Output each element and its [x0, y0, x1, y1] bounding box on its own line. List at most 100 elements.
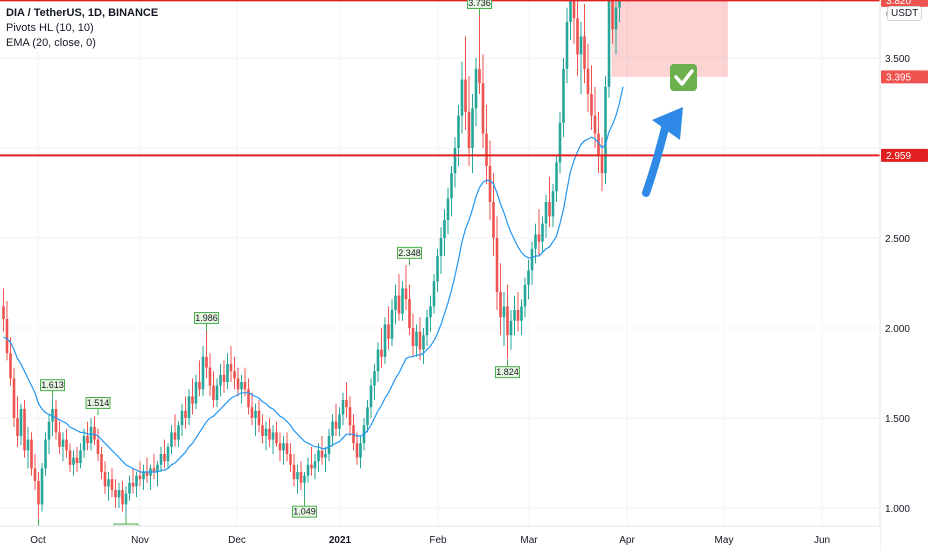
candle-body [257, 410, 261, 426]
candle-body [334, 421, 338, 429]
price-scale-area [880, 0, 932, 550]
candle-body [37, 481, 40, 505]
candle-body [492, 202, 495, 238]
candle-body [509, 320, 513, 336]
pivot-label: 2.348 [398, 248, 421, 258]
candle-body [506, 306, 509, 336]
target-arrow[interactable] [642, 64, 697, 197]
price-label-bg [881, 0, 928, 7]
candle-body [520, 306, 523, 321]
candle-body [75, 457, 79, 463]
candle-body [264, 428, 268, 436]
pivot-label-box [467, 0, 492, 10]
grid [0, 0, 880, 526]
candle-body [429, 306, 432, 318]
symbol-title[interactable]: DIA / TetherUS, 1D, BINANCE [6, 7, 159, 19]
candle-body [285, 443, 289, 454]
pivot-label: 1.613 [41, 380, 64, 390]
candle-body [320, 450, 324, 458]
candle-body [208, 367, 212, 386]
check-icon [674, 69, 694, 86]
candle-body [191, 396, 194, 404]
ema-line-layer [3, 86, 624, 473]
candle-body [103, 472, 107, 487]
horizontal-levels[interactable] [0, 0, 880, 157]
candle-body [16, 418, 19, 436]
candle-body [527, 270, 530, 285]
ema-line [3, 86, 624, 473]
check-badge [670, 64, 697, 91]
candle-body [86, 436, 89, 444]
candle-body [44, 439, 47, 469]
candle-body [205, 356, 208, 368]
pivot-label-box [85, 396, 111, 409]
price-tick-label: 2.500 [885, 234, 910, 245]
candle-body [345, 400, 348, 408]
candle-body [247, 389, 250, 408]
candle-body [72, 457, 75, 465]
candle-body [303, 475, 306, 483]
candle-body [2, 306, 5, 319]
pivot-label-box [397, 246, 422, 259]
arrow-head [652, 107, 683, 140]
candle-body [376, 349, 380, 372]
candle-body [586, 68, 590, 94]
candle-body [121, 490, 124, 505]
candle-body [142, 472, 145, 480]
candle-body [194, 382, 198, 404]
candle-body [502, 306, 506, 318]
candle-body [278, 443, 282, 451]
candle-body [152, 468, 156, 472]
candle-body [89, 427, 93, 444]
candle-body [117, 490, 121, 498]
candle-body [583, 36, 586, 69]
indicator-ema-label[interactable]: EMA (20, close, 0) [6, 37, 96, 49]
candle-body [590, 94, 593, 116]
candle-body [61, 439, 65, 447]
candle-body [327, 436, 331, 454]
candle-body [180, 410, 184, 426]
candle-body [390, 310, 394, 339]
candle-body [383, 324, 387, 357]
candle-body [436, 256, 439, 282]
candle-body [107, 479, 110, 487]
candle-body [233, 371, 236, 379]
candle-body [331, 421, 334, 436]
candle-body [324, 454, 327, 458]
pivot-label-box [495, 366, 520, 379]
candle-body [600, 155, 604, 174]
candle-body [464, 79, 467, 112]
candle-body [516, 310, 520, 321]
time-tick-label: Feb [429, 535, 447, 546]
candle-body [124, 493, 128, 505]
pivot-label: 3.736 [468, 0, 491, 8]
candle-body [219, 374, 222, 386]
candle-body [47, 421, 51, 440]
price-scale-currency[interactable]: USDT [887, 6, 923, 21]
candle-body [198, 382, 201, 390]
candle-body [373, 371, 376, 386]
pivot-label: 1.824 [496, 367, 519, 377]
candle-body [446, 198, 450, 220]
candle-body [481, 83, 485, 134]
candle-body [68, 450, 72, 465]
candle-body [495, 238, 499, 292]
candle-body [555, 162, 558, 192]
candle-body [114, 490, 117, 498]
price-label: 3.395 [886, 72, 911, 83]
candle-body [541, 223, 544, 242]
candle-body [236, 378, 240, 390]
candle-body [310, 464, 313, 469]
candle-body [275, 432, 278, 444]
candle-body [317, 450, 320, 462]
indicator-pivots-label[interactable]: Pivots HL (10, 10) [6, 22, 94, 34]
position-zones[interactable] [611, 0, 729, 77]
candle-body [138, 475, 142, 480]
candle-body [100, 454, 103, 472]
candle-body [439, 238, 443, 256]
candle-body [5, 319, 9, 354]
time-tick-label: Dec [228, 535, 246, 546]
candle-body [397, 295, 401, 314]
candle-body [156, 464, 159, 472]
